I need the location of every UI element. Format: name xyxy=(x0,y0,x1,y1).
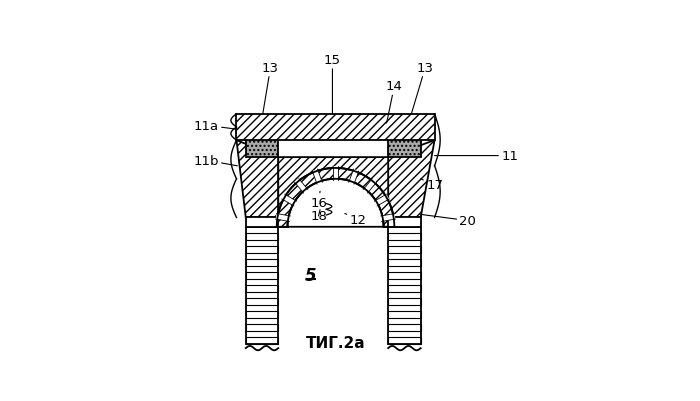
Text: 18: 18 xyxy=(310,210,327,223)
Polygon shape xyxy=(282,195,297,207)
Polygon shape xyxy=(312,170,322,184)
Polygon shape xyxy=(246,337,279,344)
Polygon shape xyxy=(389,337,421,344)
Text: 15: 15 xyxy=(324,54,341,115)
Polygon shape xyxy=(389,285,421,292)
Text: 20: 20 xyxy=(421,215,476,227)
Polygon shape xyxy=(389,218,421,227)
Text: 17: 17 xyxy=(421,179,443,192)
Polygon shape xyxy=(363,179,377,194)
Polygon shape xyxy=(237,115,435,141)
Polygon shape xyxy=(389,272,421,279)
Polygon shape xyxy=(389,246,421,253)
Polygon shape xyxy=(349,170,359,184)
Polygon shape xyxy=(276,158,394,227)
Polygon shape xyxy=(389,139,421,158)
Polygon shape xyxy=(389,259,421,266)
Polygon shape xyxy=(246,218,279,227)
Text: 12: 12 xyxy=(345,213,367,226)
Text: 16: 16 xyxy=(310,192,327,209)
Polygon shape xyxy=(332,167,338,181)
Text: 11b: 11b xyxy=(193,154,237,167)
Polygon shape xyxy=(246,298,279,306)
Polygon shape xyxy=(389,311,421,318)
Polygon shape xyxy=(246,233,279,240)
Polygon shape xyxy=(246,324,279,332)
Polygon shape xyxy=(246,311,279,318)
Polygon shape xyxy=(246,259,279,266)
Text: 13: 13 xyxy=(262,62,279,115)
Text: ΤИГ.2а: ΤИГ.2а xyxy=(306,336,365,350)
Polygon shape xyxy=(276,168,394,227)
Polygon shape xyxy=(389,298,421,306)
Polygon shape xyxy=(276,214,290,222)
Polygon shape xyxy=(237,141,279,218)
Polygon shape xyxy=(246,272,279,279)
Polygon shape xyxy=(295,179,308,194)
Polygon shape xyxy=(246,246,279,253)
Polygon shape xyxy=(246,139,279,158)
Polygon shape xyxy=(389,141,435,218)
Polygon shape xyxy=(246,285,279,292)
Polygon shape xyxy=(389,324,421,332)
Polygon shape xyxy=(288,179,384,227)
Polygon shape xyxy=(381,214,395,222)
Text: 5: 5 xyxy=(305,266,316,284)
Text: 11a: 11a xyxy=(194,119,237,132)
Text: 11: 11 xyxy=(435,150,518,163)
Polygon shape xyxy=(389,233,421,240)
Polygon shape xyxy=(374,195,389,207)
Text: 14: 14 xyxy=(386,80,402,124)
Text: 13: 13 xyxy=(412,62,434,115)
